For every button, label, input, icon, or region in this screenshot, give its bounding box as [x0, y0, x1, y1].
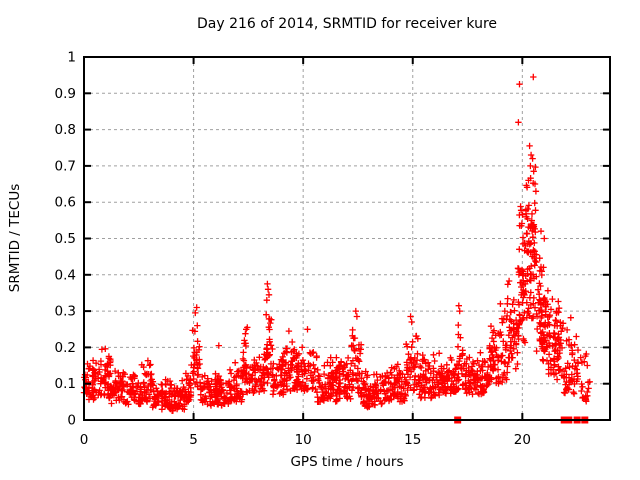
y-tick-label: 0.1: [55, 376, 76, 392]
x-axis-label: GPS time / hours: [290, 454, 403, 470]
y-tick-label: 0.8: [55, 122, 76, 138]
x-tick-label: 15: [404, 432, 421, 448]
y-tick-label: 0.5: [55, 231, 76, 247]
y-tick-label: 0: [67, 413, 76, 429]
y-tick-label: 0.7: [55, 158, 76, 174]
y-tick-label: 1: [67, 50, 76, 66]
scatter-points: [80, 73, 593, 414]
chart-title: Day 216 of 2014, SRMTID for receiver kur…: [197, 16, 497, 32]
y-axis-label: SRMTID / TECUs: [7, 184, 23, 292]
y-tick-label: 0.9: [55, 86, 76, 102]
x-tick-label: 10: [295, 432, 312, 448]
y-tick-label: 0.4: [55, 267, 76, 283]
x-tick-label: 5: [189, 432, 198, 448]
y-tick-label: 0.6: [55, 195, 76, 211]
plot-frame-and-ticks: [83, 56, 611, 421]
y-tick-label: 0.3: [55, 304, 76, 320]
x-tick-label: 0: [80, 432, 89, 448]
y-tick-label: 0.2: [55, 340, 76, 356]
tick-labels: 00.10.20.30.40.50.60.70.80.910 5 10 15 20: [55, 50, 531, 449]
x-tick-label: 20: [514, 432, 531, 448]
